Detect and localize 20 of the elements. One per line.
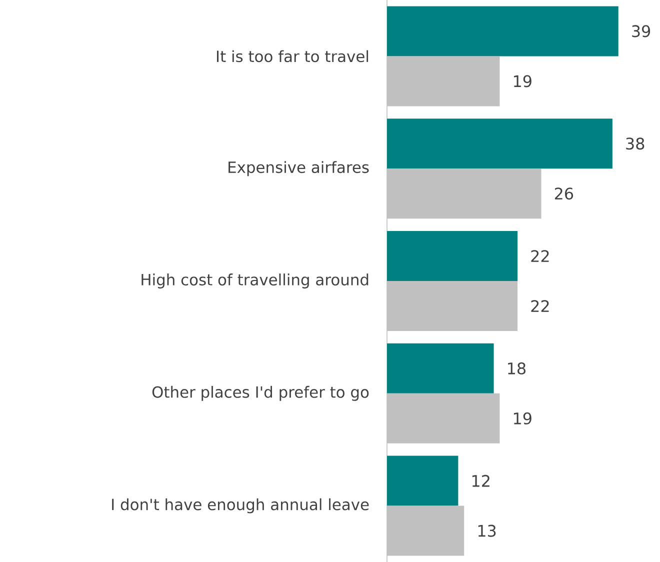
bar: [387, 456, 458, 506]
bar: [387, 231, 518, 282]
bar: [387, 6, 618, 56]
y-tick-label: It is too far to travel: [217, 50, 368, 62]
data-label: 22: [531, 300, 549, 312]
data-label: 38: [626, 138, 644, 150]
data-label: 19: [514, 412, 532, 424]
data-label: 39: [632, 25, 650, 38]
data-label: 12: [472, 474, 490, 487]
data-label: 19: [514, 75, 532, 88]
y-tick-label: High cost of travelling around: [142, 274, 368, 288]
y-tick-label: Expensive airfares: [228, 161, 369, 176]
data-label: 26: [554, 188, 574, 200]
bar: [387, 118, 612, 169]
y-tick-label: Other places I'd prefer to go: [152, 386, 369, 401]
data-label: 13: [478, 524, 496, 537]
bar: [387, 343, 494, 394]
data-label: 18: [508, 362, 526, 374]
data-label: 22: [531, 250, 549, 262]
y-tick-label: I don't have enough annual leave: [112, 498, 369, 514]
